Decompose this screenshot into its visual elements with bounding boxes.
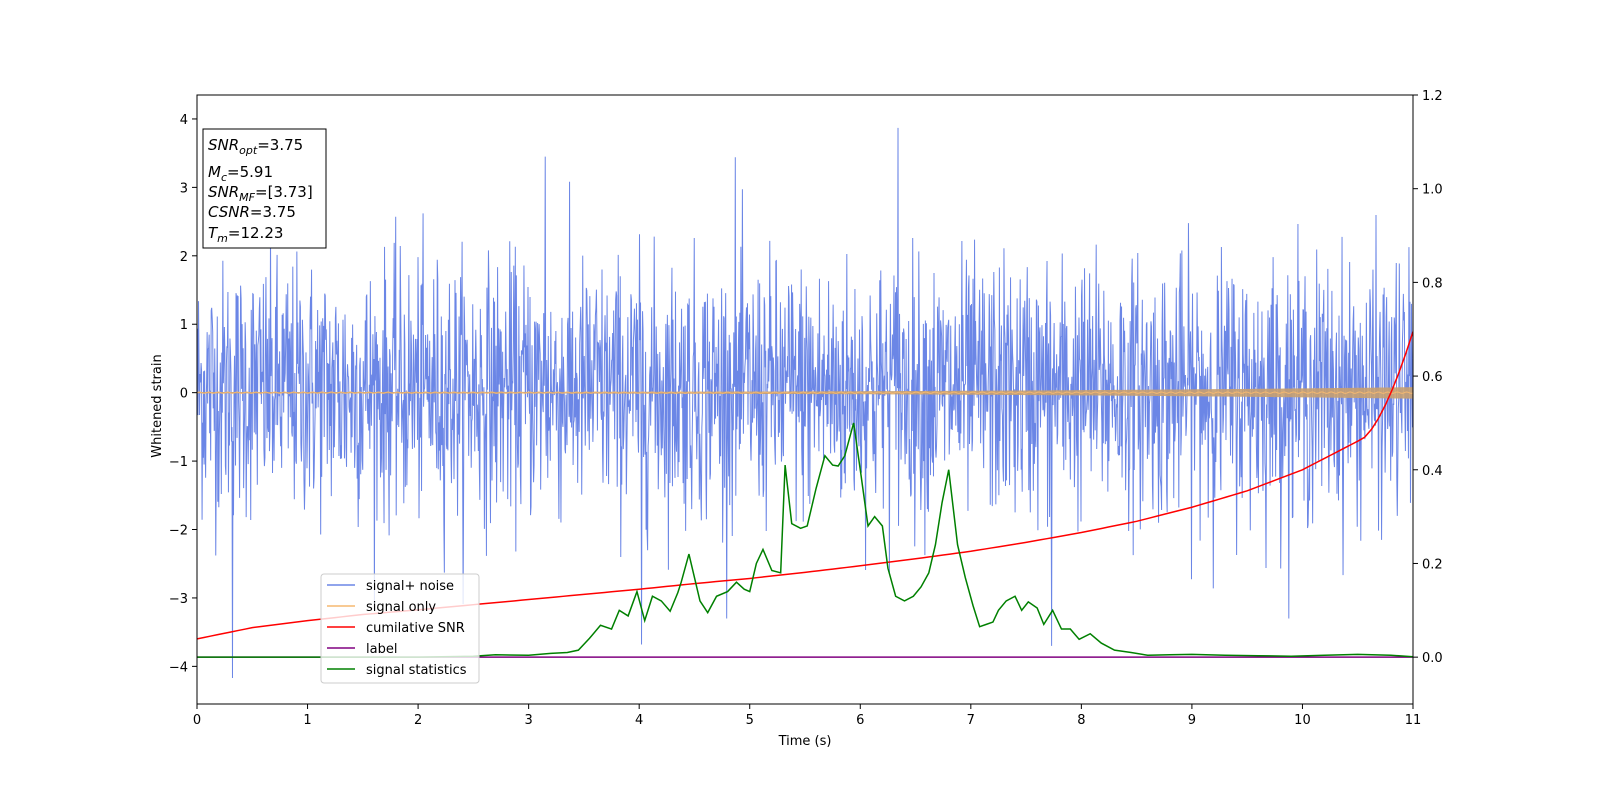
series-signal-only-line [197,391,1413,394]
info-box: SNRopt=3.75 Mc=5.91 SNRMF=[3.73] CSNR=3.… [202,128,327,249]
x-axis-label: Time (s) [778,734,832,749]
series-signal-statistics-line [197,422,1413,658]
legend-label-signal-only: signal only [366,600,436,615]
x-tick-label: 10 [1294,713,1311,728]
info-snr-opt: SNRopt=3.75 [208,136,303,157]
x-axis: 0 1 2 3 4 5 6 7 8 9 10 11 [193,704,1421,728]
x-tick-label: 8 [1077,713,1085,728]
y-left-tick-label: −4 [169,660,188,675]
legend: signal+ noise signal only cumilative SNR… [320,573,480,684]
y-right-tick-label: 0.2 [1422,557,1443,572]
y-left-tick-label: 0 [180,387,188,402]
y-left-tick-label: 2 [180,250,188,265]
y-left-tick-label: 3 [180,181,188,196]
legend-frame [320,573,480,684]
legend-label-label: label [366,642,397,657]
x-tick-label: 11 [1405,713,1422,728]
info-box-frame [202,128,327,249]
info-snr-mf: SNRMF=[3.73] [208,183,313,204]
y-left-tick-label: −2 [169,524,188,539]
y-axis-right: 0.0 0.2 0.4 0.6 0.8 1.0 1.2 [1413,89,1443,666]
x-tick-label: 9 [1188,713,1196,728]
x-tick-label: 7 [967,713,975,728]
legend-label-cumilative-snr: cumilative SNR [366,621,465,636]
y-right-tick-label: 1.2 [1422,89,1443,104]
x-tick-label: 1 [303,713,311,728]
series-signal-noise-line [197,127,1413,679]
y-left-tick-label: −3 [169,592,188,607]
y-left-tick-label: 1 [180,318,188,333]
y-right-tick-label: 0.8 [1422,276,1443,291]
y-right-tick-label: 0.0 [1422,651,1443,666]
y-right-tick-label: 1.0 [1422,183,1443,198]
x-tick-label: 0 [193,713,201,728]
x-tick-label: 4 [635,713,643,728]
y-axis-left: −4 −3 −2 −1 0 1 2 3 4 [169,113,197,675]
y-right-tick-label: 0.4 [1422,464,1443,479]
legend-label-signal-statistics: signal statistics [366,663,467,678]
info-mc: Mc=5.91 [208,163,273,184]
info-tm: Tm=12.23 [208,224,283,245]
y-left-tick-label: −1 [169,455,188,470]
info-csnr: CSNR=3.75 [208,203,296,221]
y-axis-label: Whitened strain [150,354,165,457]
x-tick-label: 2 [414,713,422,728]
x-tick-label: 3 [524,713,532,728]
plot-frame [196,94,1414,705]
x-tick-label: 5 [746,713,754,728]
legend-label-signal-noise: signal+ noise [366,579,454,594]
y-right-tick-label: 0.6 [1422,370,1443,385]
y-left-tick-label: 4 [180,113,188,128]
x-tick-label: 6 [856,713,864,728]
